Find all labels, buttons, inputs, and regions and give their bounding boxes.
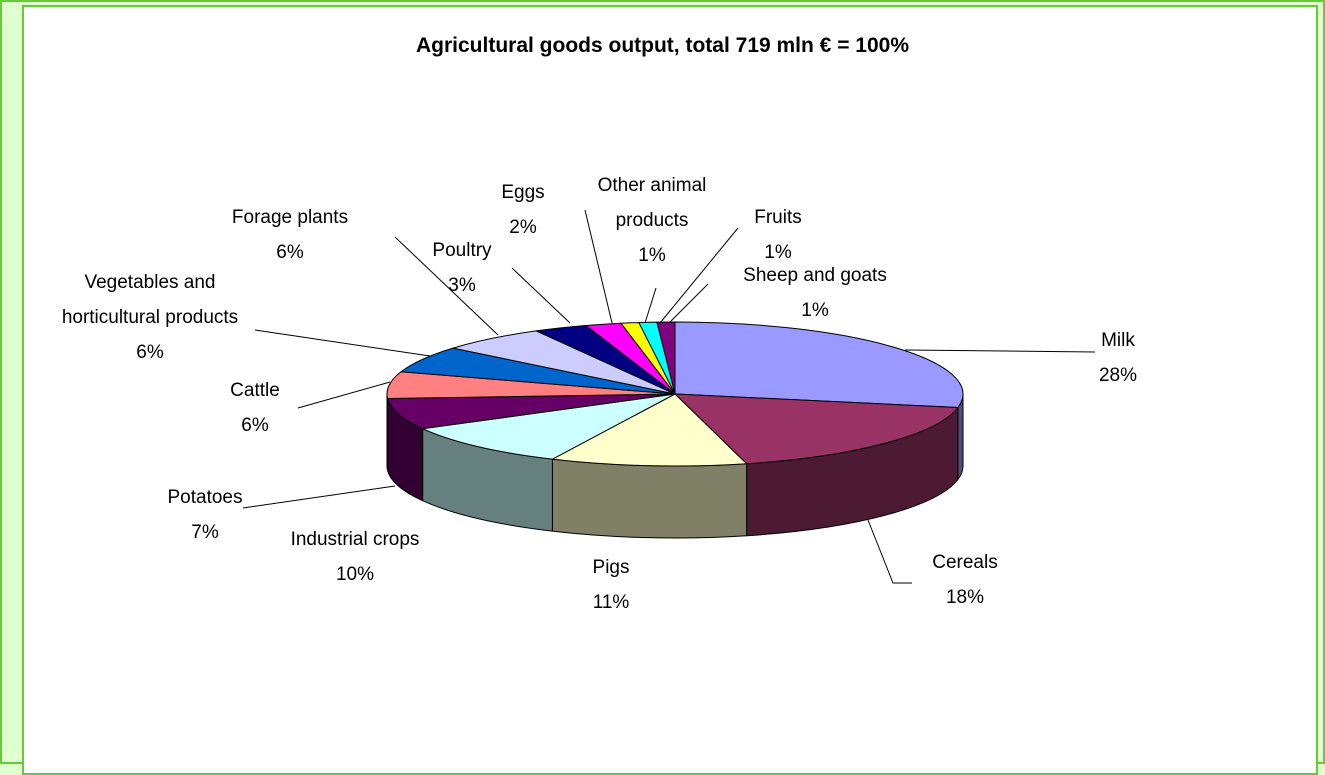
slice (656, 321, 676, 395)
slice-side (551, 458, 748, 539)
slice-value-label: 18% (945, 587, 985, 608)
leader-line (394, 236, 499, 336)
slice-label: Potatoes (167, 487, 243, 508)
slice (386, 393, 676, 430)
slice (673, 393, 959, 465)
slice-value-label: 1% (764, 242, 792, 263)
leader-line (659, 227, 739, 324)
slice-label: Milk (1101, 330, 1135, 351)
slice-value-label: 6% (276, 242, 304, 263)
slice-label: Other animal products (597, 175, 707, 231)
slice-value-label: 10% (335, 564, 375, 585)
leader-line (644, 287, 657, 324)
leader-line (668, 283, 709, 324)
leader-line (297, 381, 391, 409)
slice-value-label: 7% (191, 522, 219, 543)
slice (550, 393, 748, 467)
slice-label: Vegetables and horticultural products (61, 272, 239, 328)
leader-line (584, 209, 613, 324)
leader-line (242, 485, 396, 509)
slice (674, 321, 964, 409)
slice-value-label: 11% (592, 592, 630, 613)
slice-label: Cereals (932, 552, 998, 573)
slice-value-label: 1% (638, 245, 666, 266)
leader-line (511, 267, 571, 324)
slice-label: Forage plants (231, 207, 349, 228)
slice-label: Sheep and goats (743, 265, 887, 286)
slice-side (386, 393, 389, 471)
slice-value-label: 1% (801, 300, 829, 321)
slice-value-label: 2% (509, 217, 537, 238)
leader-line (254, 329, 431, 357)
leader-line (867, 519, 912, 584)
slice-value-label: 28% (1098, 365, 1138, 386)
chart-title: Agricultural goods output, total 719 mln… (416, 34, 909, 57)
slice-value-label: 6% (241, 415, 269, 436)
slice-label: Poultry (432, 240, 492, 261)
slice-label: Industrial crops (290, 529, 420, 550)
slice-value-label: 3% (448, 275, 476, 296)
slice-label: Eggs (501, 182, 545, 203)
leader-line (904, 349, 1096, 353)
slice (420, 393, 676, 460)
slice-label: Pigs (592, 557, 630, 578)
slice-value-label: 6% (136, 342, 164, 363)
slice-label: Fruits (754, 207, 802, 228)
slice-label: Cattle (230, 380, 280, 401)
